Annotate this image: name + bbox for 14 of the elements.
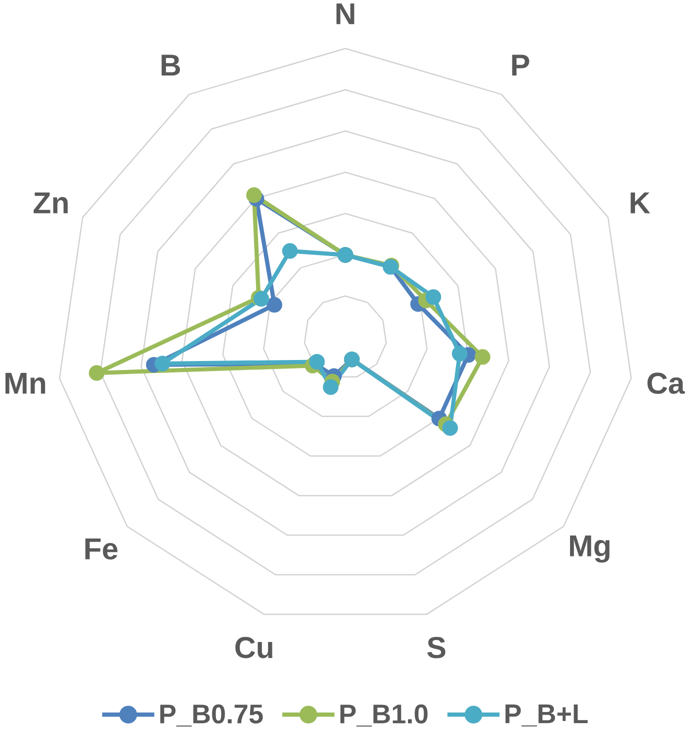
spoke-label: Mn: [5, 372, 45, 394]
spoke-label: B: [162, 54, 180, 76]
spoke-label: N: [336, 3, 354, 24]
spoke-label: P: [512, 54, 530, 76]
spoke-label: Zn: [34, 192, 68, 214]
spoke-label: Fe: [85, 538, 118, 560]
legend-label: P_B1.0: [340, 704, 428, 727]
spoke-label: K: [630, 192, 650, 214]
spoke-label: Mg: [570, 535, 610, 563]
legend-label: P_B0.75: [160, 704, 263, 727]
spoke-label: S: [427, 636, 446, 658]
legend-label: P_B+L: [505, 704, 588, 726]
spoke-label: Ca: [647, 372, 685, 394]
spoke-label: Cu: [235, 636, 272, 658]
